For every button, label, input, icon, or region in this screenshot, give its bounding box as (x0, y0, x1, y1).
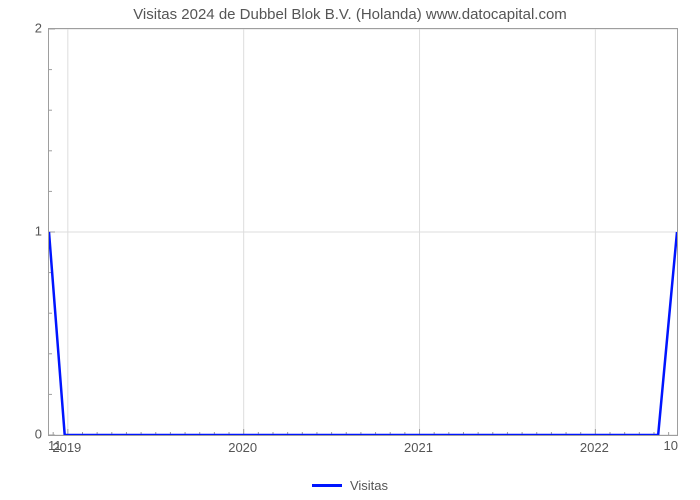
chart-svg (49, 29, 677, 435)
y-tick-label: 2 (12, 21, 42, 36)
y-tick-label: 0 (12, 427, 42, 442)
right-annotation: 10 (664, 438, 678, 453)
y-tick-label: 1 (12, 224, 42, 239)
x-tick-label: 2021 (404, 440, 433, 455)
x-tick-label: 2020 (228, 440, 257, 455)
legend: Visitas (0, 478, 700, 493)
plot-area (48, 28, 678, 436)
x-tick-label: 2022 (580, 440, 609, 455)
left-annotation: 11 (48, 438, 62, 453)
legend-swatch (312, 484, 342, 487)
chart-container: Visitas 2024 de Dubbel Blok B.V. (Holand… (0, 0, 700, 500)
chart-title: Visitas 2024 de Dubbel Blok B.V. (Holand… (0, 6, 700, 23)
legend-label: Visitas (350, 478, 388, 493)
